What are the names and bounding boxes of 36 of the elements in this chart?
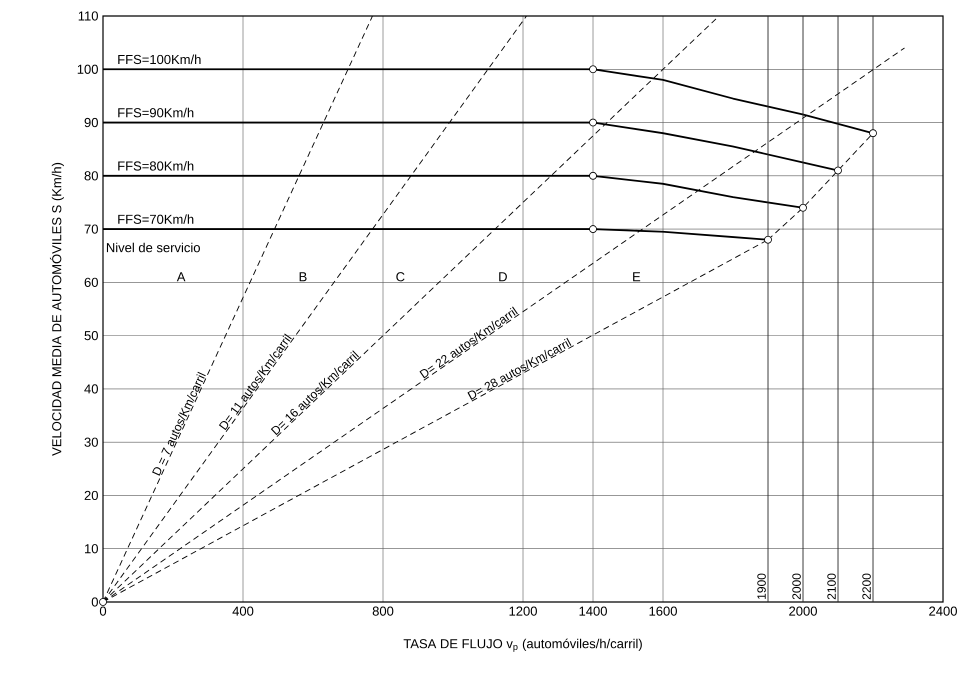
annotation: Nivel de servicio xyxy=(106,242,200,252)
x-tick-label: 800 xyxy=(372,606,394,616)
annotation: B xyxy=(300,272,307,282)
annotation: E xyxy=(633,272,640,282)
y-tick-label: 0 xyxy=(92,597,98,607)
x-tick-label: 1200 xyxy=(510,606,537,616)
series-label: FFS=90Km/h xyxy=(118,108,194,118)
y-tick-label: 100 xyxy=(78,64,98,74)
y-tick-label: 70 xyxy=(84,224,98,234)
ref-line-label: 1900 xyxy=(757,574,766,599)
y-tick-label: 60 xyxy=(84,278,98,287)
x-axis-title: TASA DE FLUJO v$_{p}$ (automóviles/h/carril) xyxy=(404,638,642,652)
x-tick-label: 1400 xyxy=(580,606,607,616)
ref-line-label: 2200 xyxy=(862,574,871,600)
x-tick-label: 400 xyxy=(232,606,254,616)
series-label: FFS=80Km/h xyxy=(118,161,194,171)
x-tick-label: 2400 xyxy=(929,606,957,616)
y-tick-label: 20 xyxy=(84,490,98,500)
y-tick-label: 80 xyxy=(84,171,98,180)
annotation: D xyxy=(499,272,507,282)
y-axis-title: VELOCIDAD MEDIA DE AUTOMÓVILES S (Km/h) xyxy=(50,162,64,456)
y-tick-label: 90 xyxy=(84,118,98,128)
ref-line-label: 2000 xyxy=(792,574,801,600)
series-label: FFS=100Km/h xyxy=(118,54,201,64)
annotation: C xyxy=(396,272,405,282)
y-tick-label: 10 xyxy=(84,544,98,554)
x-tick-label: 1600 xyxy=(650,606,677,616)
y-tick-label: 40 xyxy=(84,384,98,394)
x-tick-label: 0 xyxy=(100,606,106,616)
ref-line-label: 2100 xyxy=(827,574,836,600)
annotation: A xyxy=(176,272,186,282)
y-tick-label: 110 xyxy=(78,11,98,21)
y-tick-label: 50 xyxy=(84,331,98,340)
y-tick-label: 30 xyxy=(84,438,98,447)
x-tick-label: 2000 xyxy=(789,606,817,616)
series-label: FFS=70Km/h xyxy=(118,214,194,224)
